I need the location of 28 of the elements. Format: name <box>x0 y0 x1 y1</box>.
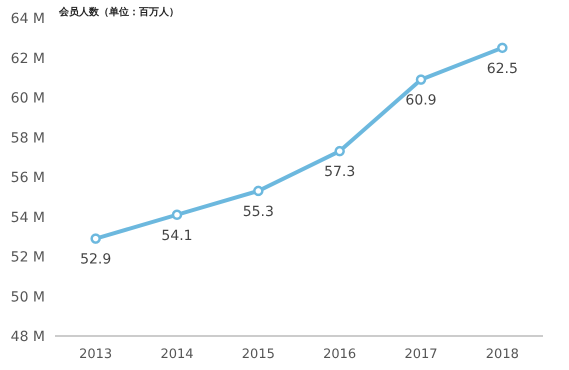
x-tick-label: 2018 <box>486 347 519 362</box>
point <box>334 146 345 156</box>
x-tick-label: 2014 <box>160 347 194 362</box>
data-label: 60.9 <box>405 92 437 109</box>
data-label: 52.9 <box>80 252 112 268</box>
y-tick-label: 62 M <box>10 50 45 67</box>
data-label: 57.3 <box>324 164 356 180</box>
x-tick-label: 2013 <box>79 347 112 362</box>
y-tick-label: 60 M <box>10 90 45 106</box>
y-tick-label: 54 M <box>10 210 45 226</box>
data-label: 62.5 <box>486 60 518 77</box>
y-tick-label: 52 M <box>10 250 45 266</box>
y-tick-label: 56 M <box>10 170 45 186</box>
point <box>497 42 508 54</box>
y-tick-label: 48 M <box>10 329 45 345</box>
x-tick-label: 2016 <box>323 347 356 362</box>
data-label: 55.3 <box>242 204 274 220</box>
point <box>172 210 182 220</box>
point <box>416 74 426 85</box>
data-label: 54.1 <box>161 228 193 244</box>
y-tick-label: 50 M <box>10 289 45 306</box>
chart-title: 会员人数（单位：百万人） <box>58 6 179 18</box>
y-tick-label: 64 M <box>10 11 45 27</box>
y-tick-label: 58 M <box>10 130 45 146</box>
x-tick-label: 2015 <box>242 347 275 362</box>
point <box>253 186 264 196</box>
x-tick-label: 2017 <box>404 347 438 362</box>
point <box>90 233 101 244</box>
